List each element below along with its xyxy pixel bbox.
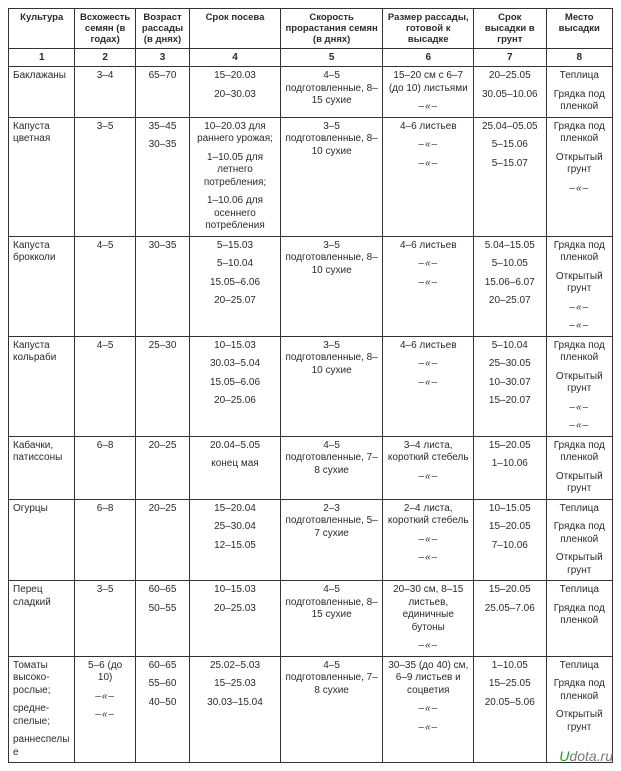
- table-cell: 3–5 подготовленные, 8–10 сухие: [280, 236, 383, 336]
- table-cell: ТеплицаГрядка под пленкойОткрытый грунт: [546, 499, 612, 581]
- col-header-4: Срок посева: [190, 9, 281, 49]
- table-cell: 3–4: [75, 67, 135, 118]
- table-row: Томаты высоко-рослые;средне-спелые;ранне…: [9, 656, 613, 763]
- table-cell: 15–20.0320–30.03: [190, 67, 281, 118]
- table-cell: 5.04–15.055–10.0515.06–6.0720–25.07: [474, 236, 546, 336]
- table-cell: ТеплицаГрядка под пленкой: [546, 581, 612, 657]
- table-cell: 4–5 подготовленные, 8–15 сухие: [280, 581, 383, 657]
- table-cell: Кабачки, патиссоны: [9, 436, 75, 499]
- col-header-3: Возраст рассады (в днях): [135, 9, 189, 49]
- table-cell: 4–5 подготовленные, 7–8 сухие: [280, 656, 383, 763]
- table-cell: 2–3 подготовленные, 5–7 сухие: [280, 499, 383, 581]
- table-cell: ТеплицаГрядка под пленкой: [546, 67, 612, 118]
- col-number-4: 4: [190, 49, 281, 67]
- table-cell: 3–5: [75, 581, 135, 657]
- table-cell: ТеплицаГрядка под пленкойОткрытый грунт: [546, 656, 612, 763]
- table-cell: Баклажаны: [9, 67, 75, 118]
- table-cell: 3–5 подготовленные, 8–10 сухие: [280, 117, 383, 236]
- seedlings-table: КультураВсхожесть семян (в годах)Возраст…: [8, 8, 613, 763]
- table-cell: 10–20.03 для раннего урожая;1–10.05 для …: [190, 117, 281, 236]
- table-cell: 3–4 листа, короткий стебель–«–: [383, 436, 474, 499]
- table-cell: 15–20.051–10.06: [474, 436, 546, 499]
- table-cell: 20–30 см, 8–15 листьев, единичные бутоны…: [383, 581, 474, 657]
- table-cell: 20–25: [135, 436, 189, 499]
- table-cell: Томаты высоко-рослые;средне-спелые;ранне…: [9, 656, 75, 763]
- col-header-6: Размер рассады, готовой к высадке: [383, 9, 474, 49]
- col-number-2: 2: [75, 49, 135, 67]
- table-cell: Капуста цветная: [9, 117, 75, 236]
- table-cell: 6–8: [75, 436, 135, 499]
- table-cell: Грядка под пленкойОткрытый грунт–«––«–: [546, 236, 612, 336]
- table-cell: 15–20.0525.05–7.06: [474, 581, 546, 657]
- table-cell: 5–10.0425–30.0510–30.0715–20.07: [474, 336, 546, 436]
- table-cell: 10–15.0515–20.057–10.06: [474, 499, 546, 581]
- table-cell: 20–25: [135, 499, 189, 581]
- col-header-5: Скорость прорастания семян (в днях): [280, 9, 383, 49]
- table-cell: Капуста брокколи: [9, 236, 75, 336]
- col-number-6: 6: [383, 49, 474, 67]
- table-row: Перец сладкий3–560–6550–5510–15.0320–25.…: [9, 581, 613, 657]
- table-cell: 4–6 листьев–«––«–: [383, 117, 474, 236]
- table-head: КультураВсхожесть семян (в годах)Возраст…: [9, 9, 613, 67]
- col-header-1: Культура: [9, 9, 75, 49]
- table-cell: 5–6 (до 10)–«––«–: [75, 656, 135, 763]
- col-header-8: Место высадки: [546, 9, 612, 49]
- table-cell: 65–70: [135, 67, 189, 118]
- table-cell: Грядка под пленкойОткрытый грунт: [546, 436, 612, 499]
- col-number-3: 3: [135, 49, 189, 67]
- table-cell: 5–15.035–10.0415.05–6.0620–25.07: [190, 236, 281, 336]
- table-cell: 6–8: [75, 499, 135, 581]
- table-body: Баклажаны3–465–7015–20.0320–30.034–5 под…: [9, 67, 613, 763]
- table-cell: Грядка под пленкойОткрытый грунт–«–: [546, 117, 612, 236]
- table-row: Огурцы6–820–2515–20.0425–30.0412–15.052–…: [9, 499, 613, 581]
- table-cell: Капуста кольраби: [9, 336, 75, 436]
- table-cell: Перец сладкий: [9, 581, 75, 657]
- table-cell: 20.04–5.05конец мая: [190, 436, 281, 499]
- table-cell: Грядка под пленкойОткрытый грунт–«––«–: [546, 336, 612, 436]
- table-cell: 35–4530–35: [135, 117, 189, 236]
- table-cell: 4–5 подготовленные, 7–8 сухие: [280, 436, 383, 499]
- table-cell: 30–35: [135, 236, 189, 336]
- table-cell: 25.02–5.0315–25.0330.03–15.04: [190, 656, 281, 763]
- table-cell: 15–20 см с 6–7 (до 10) листьями–«–: [383, 67, 474, 118]
- table-cell: 1–10.0515–25.0520.05–5.06: [474, 656, 546, 763]
- col-number-1: 1: [9, 49, 75, 67]
- table-cell: 30–35 (до 40) см, 6–9 листьев и соцветия…: [383, 656, 474, 763]
- table-cell: 2–4 листа, короткий стебель–«––«–: [383, 499, 474, 581]
- watermark-rest: dota.ru: [569, 748, 613, 764]
- table-row: Баклажаны3–465–7015–20.0320–30.034–5 под…: [9, 67, 613, 118]
- col-header-7: Срок высадки в грунт: [474, 9, 546, 49]
- table-cell: 4–5 подготовленные, 8–15 сухие: [280, 67, 383, 118]
- table-cell: 10–15.0320–25.03: [190, 581, 281, 657]
- table-cell: 3–5 подготовленные, 8–10 сухие: [280, 336, 383, 436]
- table-cell: 60–6555–6040–50: [135, 656, 189, 763]
- table-cell: 4–6 листьев–«––«–: [383, 336, 474, 436]
- table-cell: 10–15.0330.03–5.0415.05–6.0620–25.06: [190, 336, 281, 436]
- table-cell: 60–6550–55: [135, 581, 189, 657]
- watermark: Udota.ru: [559, 748, 613, 764]
- col-header-2: Всхожесть семян (в годах): [75, 9, 135, 49]
- table-cell: 20–25.0530.05–10.06: [474, 67, 546, 118]
- col-number-7: 7: [474, 49, 546, 67]
- table-cell: 4–5: [75, 236, 135, 336]
- table-row: Капуста цветная3–535–4530–3510–20.03 для…: [9, 117, 613, 236]
- table-row: Капуста брокколи4–530–355–15.035–10.0415…: [9, 236, 613, 336]
- table-row: Кабачки, патиссоны6–820–2520.04–5.05коне…: [9, 436, 613, 499]
- table-cell: 25.04–05.055–15.065–15.07: [474, 117, 546, 236]
- col-number-5: 5: [280, 49, 383, 67]
- watermark-accent: U: [559, 748, 569, 764]
- table-cell: 15–20.0425–30.0412–15.05: [190, 499, 281, 581]
- table-cell: 4–5: [75, 336, 135, 436]
- table-row: Капуста кольраби4–525–3010–15.0330.03–5.…: [9, 336, 613, 436]
- table-cell: 4–6 листьев–«––«–: [383, 236, 474, 336]
- table-cell: 3–5: [75, 117, 135, 236]
- table-cell: Огурцы: [9, 499, 75, 581]
- col-number-8: 8: [546, 49, 612, 67]
- table-cell: 25–30: [135, 336, 189, 436]
